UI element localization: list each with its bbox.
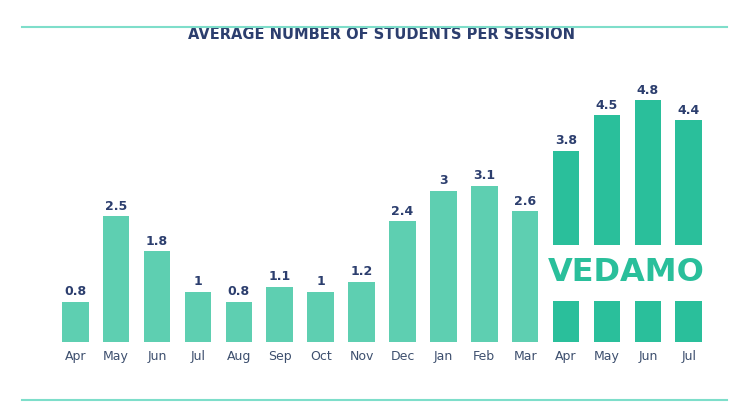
Bar (430, 191, 457, 342)
Text: 0.8: 0.8 (228, 285, 250, 298)
Bar (144, 251, 170, 342)
Text: VEDAMO: VEDAMO (548, 257, 705, 289)
Text: 1: 1 (193, 275, 202, 288)
Title: AVERAGE NUMBER OF STUDENTS PER SESSION: AVERAGE NUMBER OF STUDENTS PER SESSION (189, 27, 575, 42)
Text: 1.8: 1.8 (146, 235, 168, 248)
Text: 3: 3 (439, 174, 448, 187)
Text: 4.4: 4.4 (678, 104, 700, 117)
Bar (471, 186, 497, 342)
Bar (348, 281, 374, 342)
Bar (512, 211, 539, 342)
Bar (185, 291, 211, 342)
Text: 2.4: 2.4 (391, 205, 413, 218)
Text: 1.1: 1.1 (269, 270, 291, 283)
Text: 3.1: 3.1 (473, 169, 495, 182)
Bar (676, 121, 702, 342)
Bar (553, 151, 579, 342)
Bar (389, 221, 416, 342)
Bar (594, 116, 620, 342)
Bar (62, 301, 88, 342)
Bar (634, 100, 661, 342)
Text: 1.2: 1.2 (351, 265, 373, 278)
FancyBboxPatch shape (548, 245, 705, 301)
Bar (103, 216, 130, 342)
Text: 0.8: 0.8 (64, 285, 86, 298)
Bar (307, 291, 334, 342)
Text: 4.5: 4.5 (595, 99, 618, 112)
Text: 2.6: 2.6 (514, 195, 536, 208)
Text: 4.8: 4.8 (637, 84, 659, 97)
Text: 2.5: 2.5 (105, 200, 127, 213)
Text: 3.8: 3.8 (555, 134, 577, 147)
Bar (267, 286, 293, 342)
Text: 1: 1 (316, 275, 325, 288)
Bar (225, 301, 252, 342)
